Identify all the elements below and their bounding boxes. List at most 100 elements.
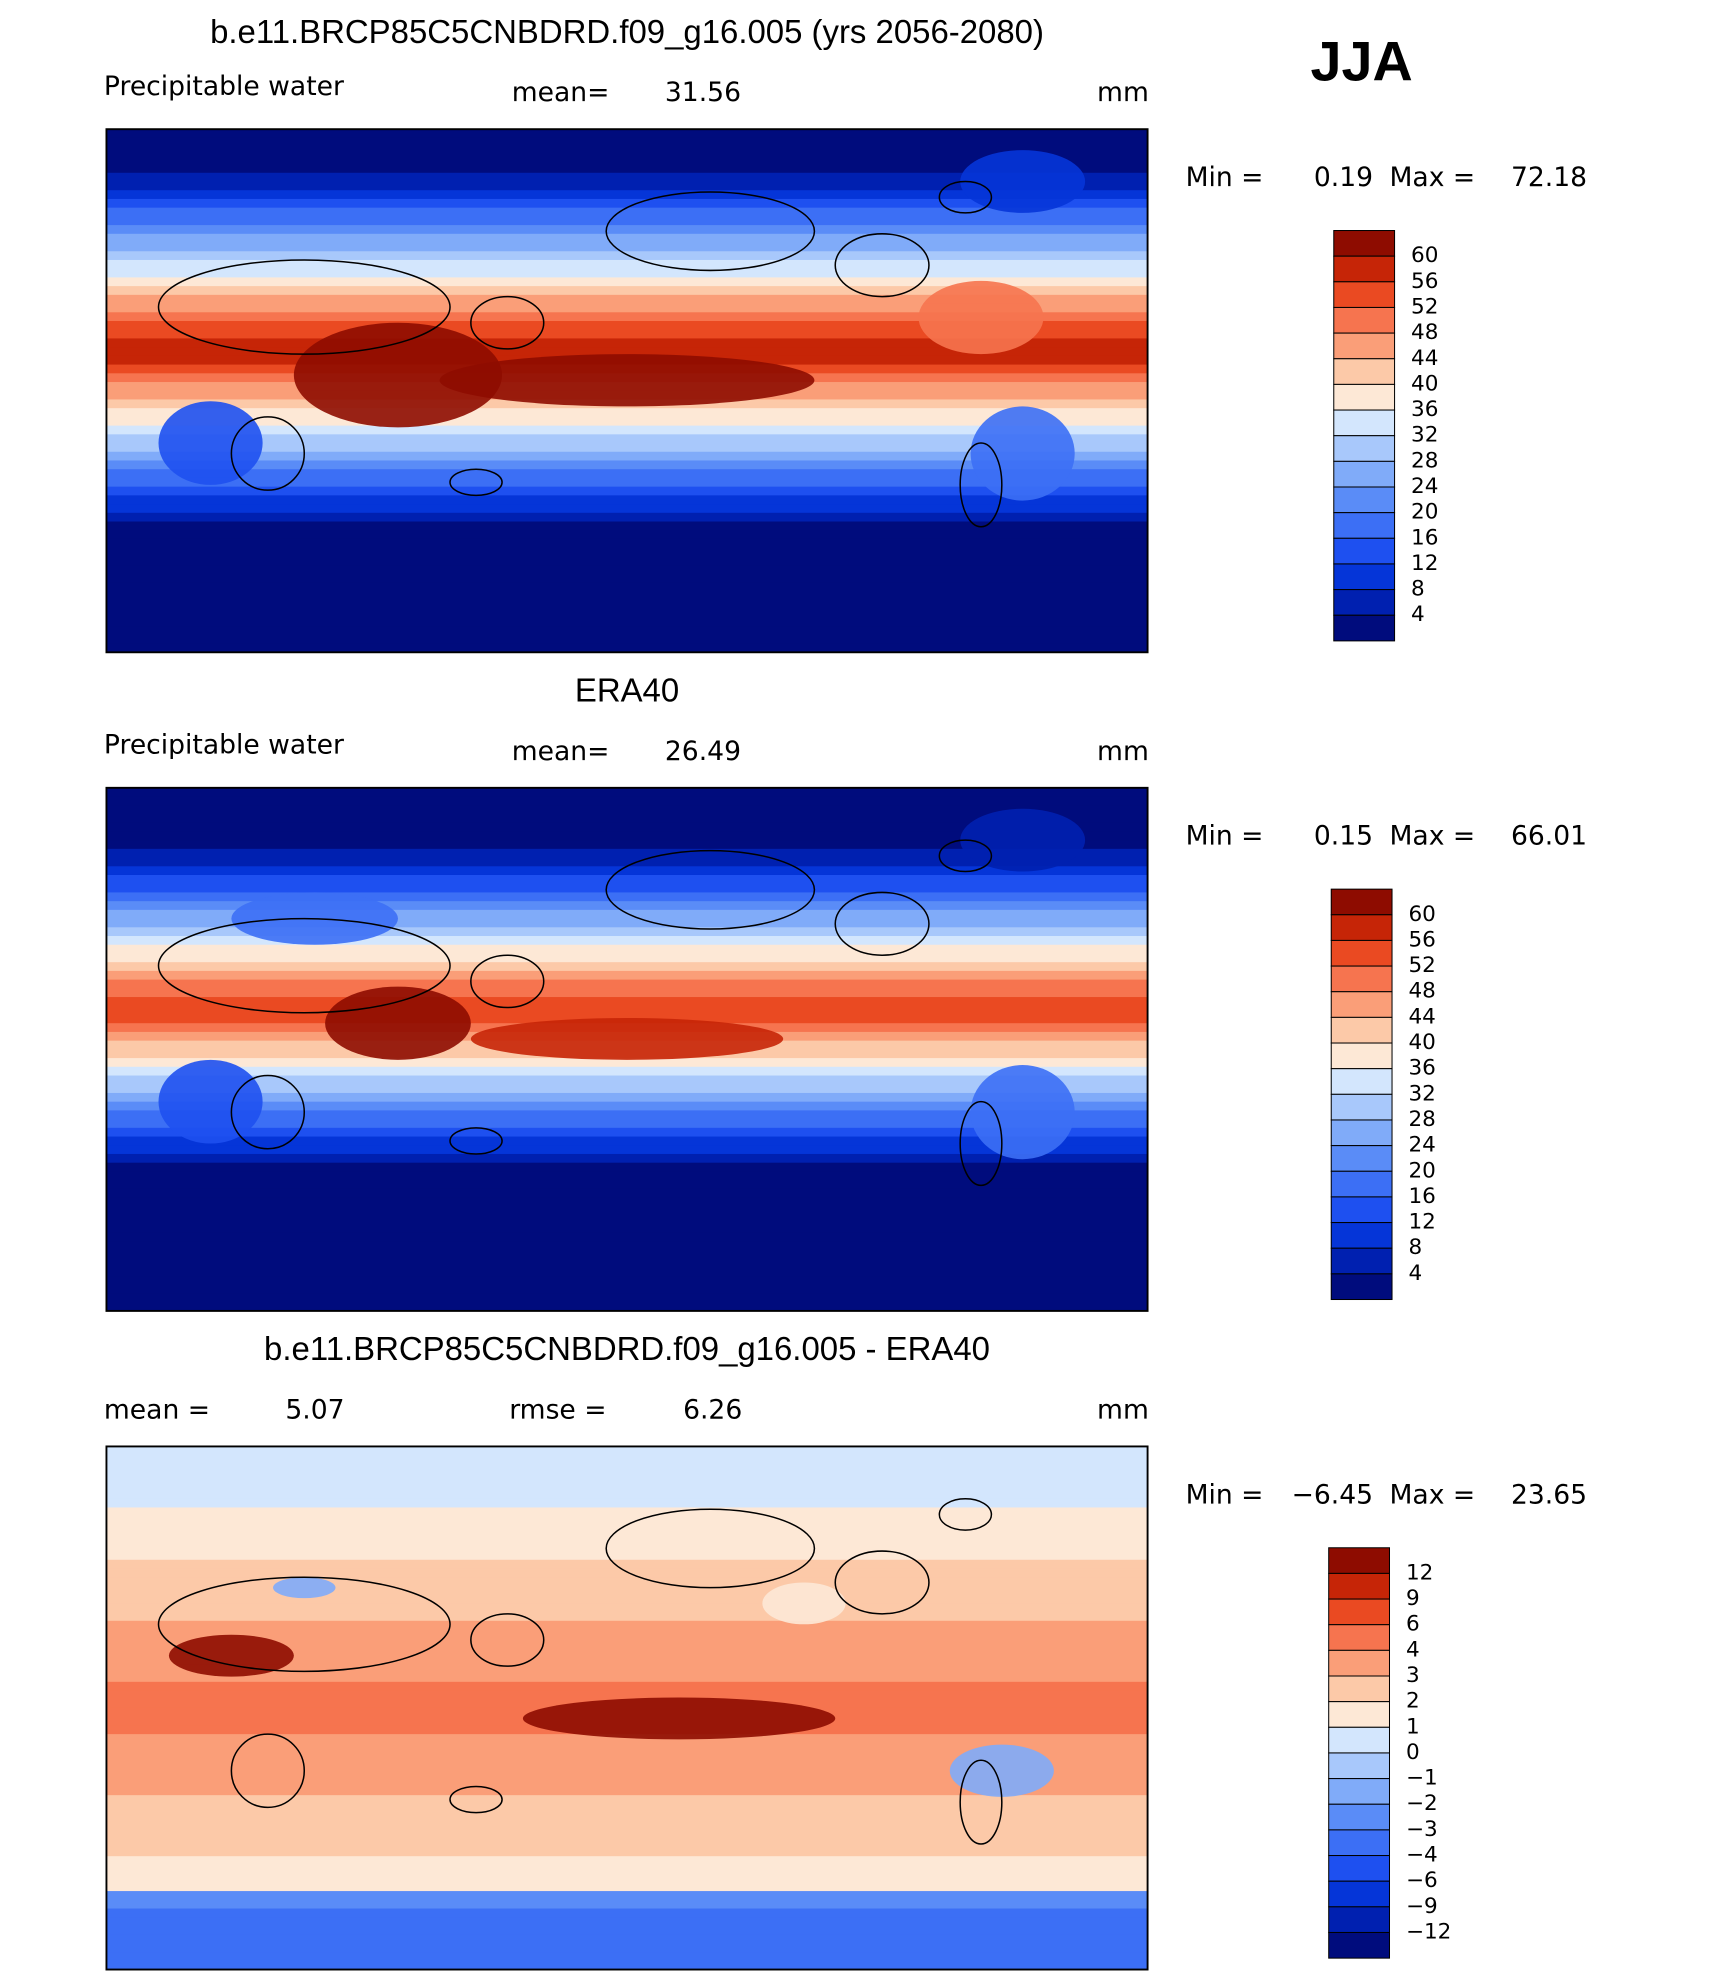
- coastline: [834, 891, 930, 956]
- colorbar-label: −1: [1406, 1766, 1438, 1791]
- field-band: [106, 1446, 1148, 1456]
- field-band: [106, 1005, 1148, 1016]
- field-band: [106, 1612, 1148, 1622]
- field-band: [106, 1908, 1148, 1918]
- colorbar-label: −9: [1406, 1894, 1438, 1919]
- colorbar-box: [1330, 888, 1393, 916]
- field-band: [106, 634, 1148, 645]
- colorbar-box: [1330, 1016, 1393, 1044]
- field-band: [106, 225, 1148, 235]
- colorbar-label: 1: [1406, 1714, 1420, 1739]
- field-band: [106, 1769, 1148, 1779]
- field-band: [106, 1864, 1148, 1875]
- field-band: [106, 617, 1148, 627]
- colorbar-box: [1330, 1196, 1393, 1224]
- colorbar-box: [1333, 435, 1396, 462]
- field-band: [106, 1943, 1148, 1953]
- coastline: [157, 917, 451, 1014]
- colorbar-box: [1328, 1829, 1391, 1857]
- field-band: [106, 953, 1148, 963]
- field-band: [106, 1232, 1148, 1242]
- colorbar-label: 4: [1408, 1261, 1422, 1286]
- field-band: [106, 1276, 1148, 1286]
- field-band: [106, 988, 1148, 998]
- coastline: [470, 954, 545, 1009]
- colorbar-box: [1330, 914, 1393, 941]
- colorbar-label: 12: [1411, 551, 1438, 576]
- field-band: [106, 1249, 1148, 1260]
- field-band: [106, 1585, 1148, 1596]
- field-blob: [158, 401, 263, 485]
- colorbar-box: [1330, 991, 1393, 1018]
- colorbar-box: [1328, 1906, 1391, 1933]
- field-blob: [168, 1634, 294, 1677]
- colorbar-box: [1330, 1247, 1393, 1275]
- colorbar-box: [1330, 1145, 1393, 1172]
- field-band: [106, 1577, 1148, 1587]
- field-band: [106, 857, 1148, 868]
- field-band: [106, 172, 1148, 183]
- field-band: [106, 1153, 1148, 1164]
- colorbar-label: 16: [1411, 525, 1438, 550]
- field-band: [106, 1171, 1148, 1181]
- field-band: [106, 469, 1148, 479]
- season-label: JJA: [1311, 31, 1413, 93]
- units: mm: [1097, 736, 1149, 767]
- field-band: [106, 1891, 1148, 1901]
- field-band: [106, 521, 1148, 531]
- field-band: [106, 1463, 1148, 1474]
- colorbar-label: 52: [1411, 294, 1438, 319]
- field-band: [106, 805, 1148, 815]
- field-band: [106, 294, 1148, 305]
- colorbar-label: 8: [1408, 1235, 1422, 1260]
- field-band: [106, 1101, 1148, 1112]
- field-band: [106, 251, 1148, 261]
- field-band: [106, 1058, 1148, 1068]
- min-label: Min =: [1186, 1479, 1264, 1510]
- colorbar-box: [1328, 1880, 1391, 1908]
- field-blob: [470, 1017, 784, 1060]
- field-band: [106, 425, 1148, 436]
- colorbar-box: [1330, 1170, 1393, 1198]
- colorbar-box: [1328, 1778, 1391, 1805]
- field-band: [106, 1934, 1148, 1945]
- field-band: [106, 892, 1148, 902]
- min-value: 0.19: [1314, 162, 1373, 193]
- field-band: [106, 1568, 1148, 1578]
- colorbar-label: 24: [1408, 1133, 1435, 1158]
- coastline: [938, 1497, 993, 1531]
- field-band: [106, 796, 1148, 807]
- colorbar-label: 44: [1411, 346, 1438, 371]
- colorbar-label: 24: [1411, 474, 1438, 499]
- min-label: Min =: [1186, 821, 1264, 852]
- field-band: [106, 936, 1148, 946]
- colorbar-box: [1328, 1572, 1391, 1600]
- colorbar-box: [1328, 1675, 1391, 1703]
- colorbar-box: [1333, 512, 1396, 539]
- field-band: [106, 303, 1148, 314]
- colorbar-label: 20: [1408, 1158, 1435, 1183]
- colorbar-box: [1330, 1119, 1393, 1147]
- coastline: [230, 1074, 306, 1150]
- max-value: 23.65: [1511, 1479, 1587, 1510]
- colorbar-label: 36: [1408, 1056, 1435, 1081]
- field-band: [106, 538, 1148, 549]
- field-band: [106, 190, 1148, 200]
- max-value: 72.18: [1511, 162, 1587, 193]
- panel-title: b.e11.BRCP85C5CNBDRD.f09_g16.005 (yrs 20…: [210, 13, 1044, 50]
- field-blob: [273, 1577, 336, 1599]
- field-band: [106, 1472, 1148, 1483]
- field-band: [106, 1490, 1148, 1500]
- field-band: [106, 1162, 1148, 1173]
- field-band: [106, 416, 1148, 427]
- field-band: [106, 1533, 1148, 1544]
- field-band: [106, 1952, 1148, 1962]
- field-band: [106, 1524, 1148, 1535]
- colorbar-box: [1328, 1624, 1391, 1651]
- coastline: [959, 442, 1003, 528]
- colorbar-label: 60: [1411, 243, 1438, 268]
- field-band: [106, 1455, 1148, 1465]
- field-band: [106, 1603, 1148, 1613]
- colorbar-label: 28: [1411, 448, 1438, 473]
- field-band: [106, 927, 1148, 937]
